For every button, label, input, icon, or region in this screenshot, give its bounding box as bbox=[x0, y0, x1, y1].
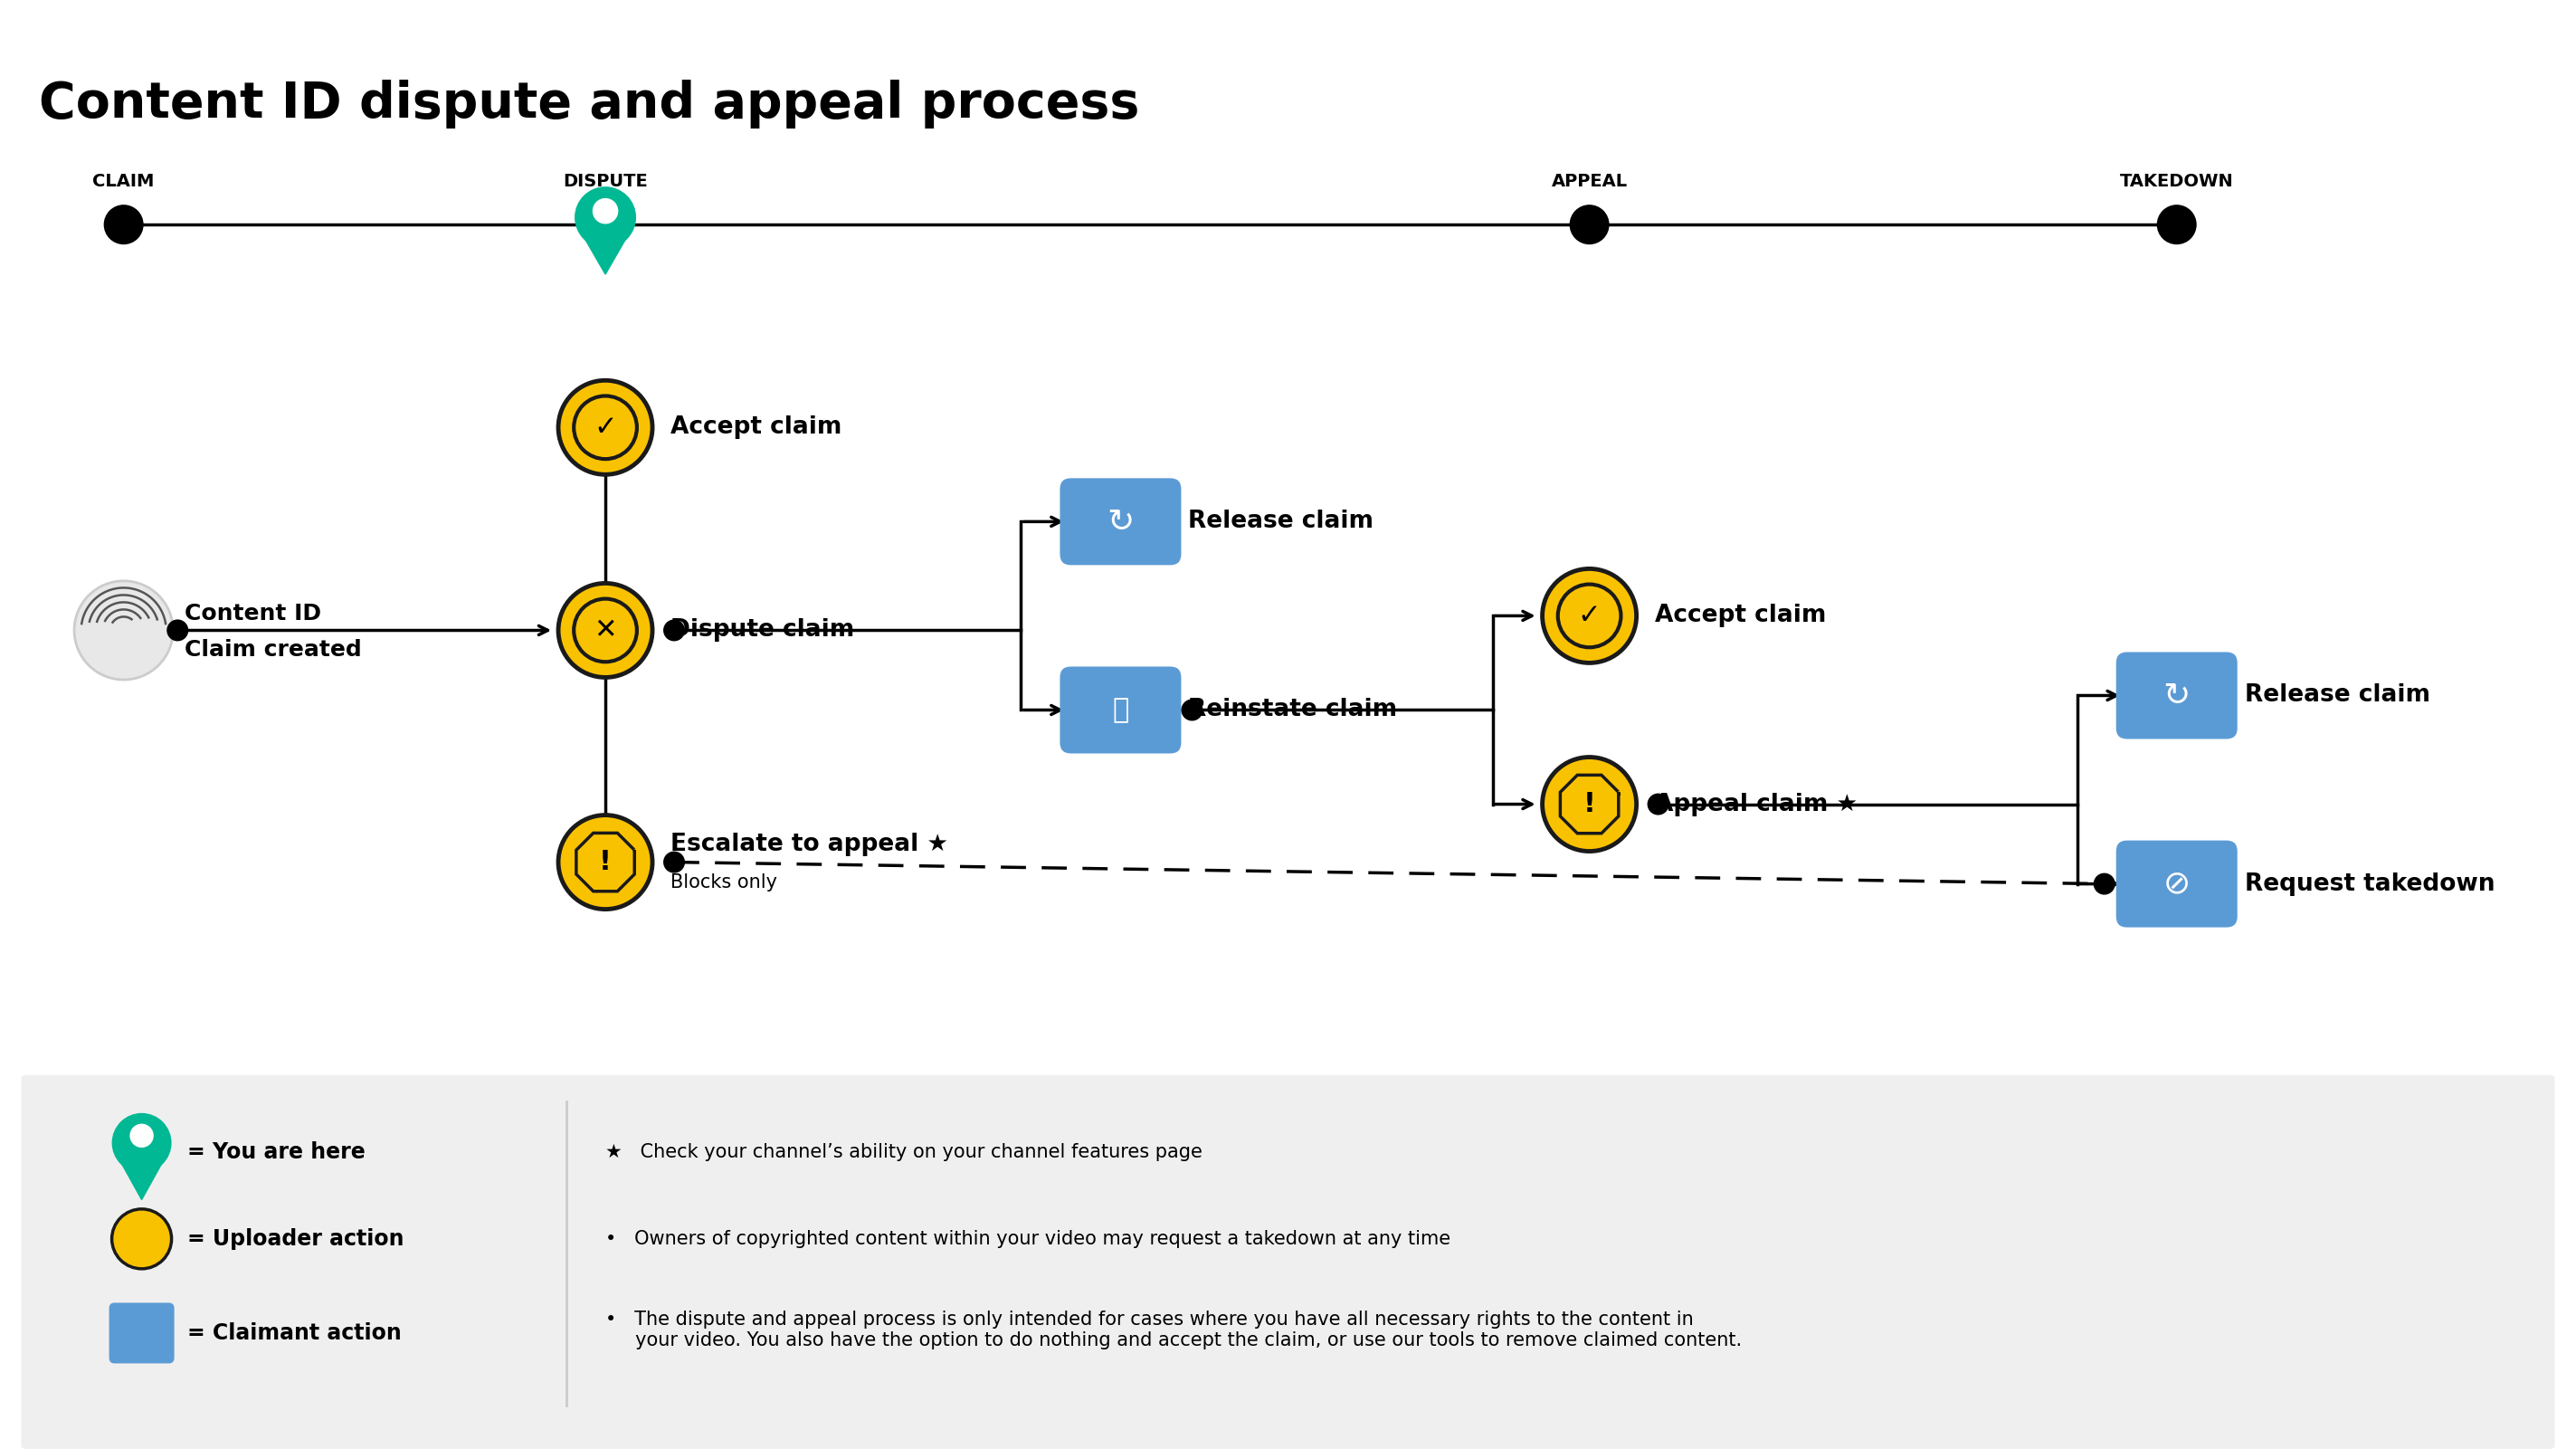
Circle shape bbox=[2094, 874, 2115, 894]
FancyBboxPatch shape bbox=[1059, 667, 1182, 753]
Circle shape bbox=[167, 620, 188, 640]
FancyBboxPatch shape bbox=[2115, 840, 2239, 927]
Text: !: ! bbox=[600, 849, 611, 875]
Text: Request takedown: Request takedown bbox=[2244, 872, 2494, 895]
Circle shape bbox=[1543, 569, 1636, 662]
FancyBboxPatch shape bbox=[1059, 478, 1182, 565]
Text: CLAIM: CLAIM bbox=[93, 172, 155, 190]
Circle shape bbox=[1569, 204, 1610, 245]
Text: •   The dispute and appeal process is only intended for cases where you have all: • The dispute and appeal process is only… bbox=[605, 1311, 1741, 1349]
FancyBboxPatch shape bbox=[108, 1303, 175, 1364]
Circle shape bbox=[559, 816, 652, 909]
Circle shape bbox=[111, 1208, 173, 1269]
FancyBboxPatch shape bbox=[2115, 652, 2239, 739]
Circle shape bbox=[662, 620, 685, 640]
Circle shape bbox=[559, 381, 652, 474]
Text: !: ! bbox=[1584, 791, 1595, 817]
Text: = You are here: = You are here bbox=[188, 1142, 366, 1162]
Circle shape bbox=[574, 187, 636, 248]
Text: Content ID dispute and appeal process: Content ID dispute and appeal process bbox=[39, 80, 1139, 129]
Circle shape bbox=[75, 581, 173, 680]
Text: ✓: ✓ bbox=[1579, 603, 1600, 629]
FancyArrowPatch shape bbox=[608, 858, 652, 867]
Text: ✕: ✕ bbox=[595, 617, 616, 643]
Text: ✓: ✓ bbox=[595, 414, 616, 440]
Text: Reinstate claim: Reinstate claim bbox=[1188, 698, 1399, 722]
Circle shape bbox=[1543, 758, 1636, 851]
Polygon shape bbox=[1561, 775, 1618, 833]
Text: = Uploader action: = Uploader action bbox=[188, 1229, 404, 1249]
Text: Dispute claim: Dispute claim bbox=[670, 619, 855, 642]
Circle shape bbox=[103, 204, 144, 245]
FancyBboxPatch shape bbox=[21, 1075, 2555, 1449]
FancyArrowPatch shape bbox=[1494, 800, 1533, 809]
FancyArrowPatch shape bbox=[1023, 706, 1061, 714]
Text: ✋: ✋ bbox=[1113, 697, 1128, 723]
Text: Release claim: Release claim bbox=[1188, 510, 1373, 533]
FancyArrowPatch shape bbox=[1494, 611, 1533, 620]
Circle shape bbox=[1558, 584, 1620, 648]
Circle shape bbox=[574, 598, 636, 662]
Circle shape bbox=[129, 1124, 155, 1148]
Circle shape bbox=[2156, 204, 2197, 245]
Text: DISPUTE: DISPUTE bbox=[564, 172, 647, 190]
Text: ↻: ↻ bbox=[1108, 506, 1133, 538]
FancyArrowPatch shape bbox=[2079, 691, 2117, 700]
Text: ↻: ↻ bbox=[2164, 680, 2190, 711]
Text: Accept claim: Accept claim bbox=[670, 416, 842, 439]
Text: = Claimant action: = Claimant action bbox=[188, 1323, 402, 1343]
Circle shape bbox=[574, 396, 636, 459]
Text: Accept claim: Accept claim bbox=[1654, 604, 1826, 627]
Text: ★   Check your channel’s ability on your channel features page: ★ Check your channel’s ability on your c… bbox=[605, 1143, 1203, 1161]
Text: •   Owners of copyrighted content within your video may request a takedown at an: • Owners of copyrighted content within y… bbox=[605, 1230, 1450, 1248]
Circle shape bbox=[111, 1113, 173, 1172]
FancyArrowPatch shape bbox=[538, 626, 549, 635]
Text: APPEAL: APPEAL bbox=[1551, 172, 1628, 190]
Polygon shape bbox=[582, 235, 629, 274]
FancyArrowPatch shape bbox=[1023, 517, 1061, 526]
Circle shape bbox=[1182, 700, 1203, 720]
Circle shape bbox=[662, 852, 685, 872]
Text: Content ID: Content ID bbox=[185, 603, 322, 625]
Circle shape bbox=[559, 584, 652, 677]
Polygon shape bbox=[118, 1159, 165, 1200]
Text: Blocks only: Blocks only bbox=[670, 872, 778, 891]
Text: Appeal claim ★: Appeal claim ★ bbox=[1654, 793, 1857, 816]
Text: Escalate to appeal ★: Escalate to appeal ★ bbox=[670, 832, 948, 856]
FancyArrowPatch shape bbox=[608, 423, 652, 432]
Circle shape bbox=[592, 199, 618, 225]
Text: ⊘: ⊘ bbox=[2164, 868, 2190, 900]
Text: Release claim: Release claim bbox=[2244, 684, 2429, 707]
Polygon shape bbox=[577, 833, 634, 891]
Text: TAKEDOWN: TAKEDOWN bbox=[2120, 172, 2233, 190]
Text: Claim created: Claim created bbox=[185, 639, 361, 661]
FancyArrowPatch shape bbox=[2079, 880, 2117, 888]
Circle shape bbox=[1646, 794, 1669, 814]
